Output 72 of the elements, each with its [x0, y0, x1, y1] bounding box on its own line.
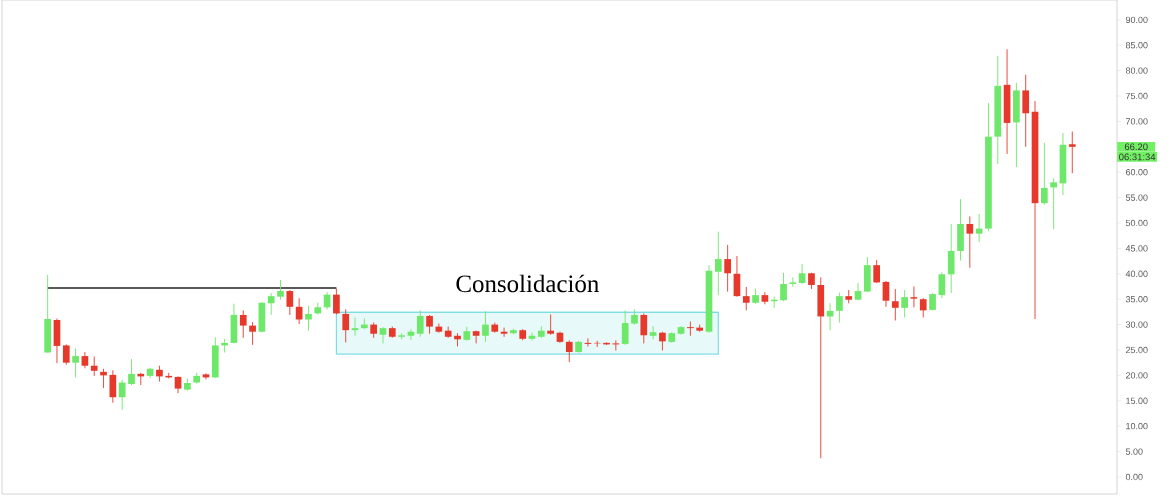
candlestick — [687, 321, 694, 337]
candlestick — [342, 308, 350, 343]
y-tick-label: 75.00 — [1125, 92, 1148, 100]
candlestick — [854, 282, 862, 301]
candlestick — [109, 369, 117, 404]
candlestick — [714, 231, 722, 296]
candlestick — [472, 330, 480, 344]
candlestick — [649, 325, 657, 340]
y-tick-label: 40.00 — [1125, 270, 1148, 277]
candlestick — [267, 292, 275, 316]
candlestick — [249, 321, 256, 346]
candlestick — [798, 263, 806, 285]
candlestick — [947, 223, 955, 294]
candlestick — [528, 332, 536, 341]
y-tick-label: 50.00 — [1125, 219, 1148, 227]
candlestick — [426, 314, 433, 335]
candlestick — [882, 280, 890, 308]
candlestick — [62, 343, 70, 366]
candlestick — [836, 292, 843, 324]
y-tick-label: 60.00 — [1125, 169, 1148, 176]
candlestick — [612, 339, 620, 351]
candlestick — [910, 286, 918, 308]
candlestick — [938, 271, 946, 299]
candlestick — [1050, 177, 1057, 230]
candlestick — [239, 309, 247, 339]
candlestick — [742, 286, 750, 311]
candlestick — [333, 288, 340, 315]
y-tick-label: 45.00 — [1125, 245, 1148, 252]
candlestick — [761, 291, 769, 305]
candlestick — [128, 358, 135, 386]
candlestick — [919, 297, 927, 318]
text: 06:31:34 — [1119, 153, 1156, 161]
candlestick — [621, 309, 629, 346]
candlestick — [966, 215, 974, 269]
y-tick-label: 80.00 — [1125, 67, 1148, 74]
y-tick-label: 30.00 — [1125, 321, 1148, 328]
y-tick-label: 90.00 — [1125, 16, 1148, 23]
candlestick — [640, 312, 648, 344]
candlestick — [202, 372, 210, 380]
y-tick-label: 5.00 — [1125, 448, 1143, 455]
candlestick — [72, 348, 79, 378]
y-tick-label: 85.00 — [1125, 42, 1148, 49]
series-label: Consolidación — [456, 274, 599, 293]
candlestick — [780, 272, 787, 302]
candlestick — [416, 309, 424, 338]
y-tick-label: 70.00 — [1125, 118, 1148, 125]
candlestick — [277, 279, 284, 301]
y-tick-label: 10.00 — [1126, 423, 1148, 430]
candlestick — [90, 356, 98, 377]
candlestick — [659, 331, 666, 351]
candlestick — [565, 339, 573, 363]
candlestick — [1040, 142, 1048, 206]
candlestick — [873, 259, 881, 284]
candlestick — [305, 305, 312, 332]
candlestick — [547, 313, 554, 336]
candlestick — [286, 289, 294, 316]
y-tick-label: 0.00 — [1125, 473, 1143, 481]
y-tick-label: 25.00 — [1125, 346, 1148, 354]
y-tick-label: 55.00 — [1125, 194, 1148, 201]
candlestick — [118, 379, 126, 411]
candlestick — [1022, 74, 1030, 148]
candlestick — [482, 310, 489, 343]
candlestick — [379, 326, 387, 344]
y-tick-label: 20.00 — [1125, 372, 1148, 379]
candlestick — [1068, 131, 1076, 174]
candlestick — [891, 288, 899, 321]
candlestick — [724, 244, 731, 293]
y-tick-label: 35.00 — [1125, 296, 1148, 303]
candlestick — [295, 297, 303, 325]
text: 66.20 — [1124, 143, 1148, 151]
y-tick-label: 15.00 — [1126, 397, 1148, 404]
candlestick — [901, 289, 908, 318]
